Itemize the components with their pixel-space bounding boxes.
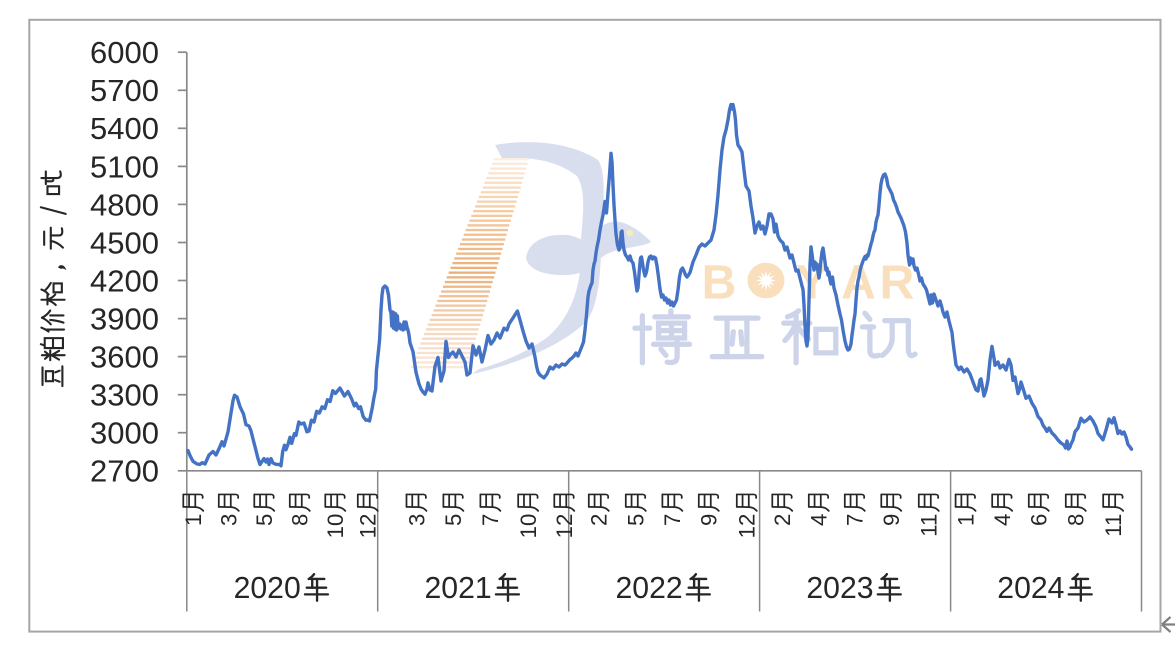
svg-text:2023: 2023	[806, 572, 873, 605]
svg-text:9: 9	[697, 514, 722, 526]
svg-text:2700: 2700	[90, 454, 159, 489]
svg-text:5: 5	[252, 514, 277, 526]
svg-text:3300: 3300	[90, 378, 159, 413]
svg-text:3600: 3600	[90, 340, 159, 375]
svg-text:5100: 5100	[90, 149, 159, 184]
svg-text:2020: 2020	[234, 572, 301, 605]
svg-text:4: 4	[807, 514, 832, 526]
svg-text:6000: 6000	[90, 35, 159, 70]
svg-text:4800: 4800	[90, 187, 159, 222]
svg-text:3: 3	[404, 514, 429, 526]
svg-text:5700: 5700	[90, 73, 159, 108]
svg-text:2: 2	[770, 514, 795, 526]
svg-text:5400: 5400	[90, 111, 159, 146]
svg-text:2022: 2022	[616, 572, 683, 605]
svg-text:12: 12	[735, 514, 760, 539]
svg-text:3: 3	[217, 514, 242, 526]
svg-text:8: 8	[288, 514, 313, 526]
svg-text:B: B	[702, 257, 737, 310]
svg-text:4200: 4200	[90, 263, 159, 298]
svg-text:1: 1	[181, 514, 206, 526]
svg-text:2021: 2021	[425, 572, 492, 605]
svg-text:3000: 3000	[90, 416, 159, 451]
svg-text:7: 7	[660, 514, 685, 526]
svg-text:10: 10	[516, 514, 541, 539]
svg-text:7: 7	[843, 514, 868, 526]
svg-text:3900: 3900	[90, 302, 159, 337]
svg-text:9: 9	[879, 514, 904, 526]
svg-text:6: 6	[1027, 514, 1052, 526]
svg-text:2024: 2024	[997, 572, 1064, 605]
svg-text:7: 7	[478, 514, 503, 526]
svg-text:1: 1	[953, 514, 978, 526]
svg-text:5: 5	[441, 514, 466, 526]
svg-text:2: 2	[587, 514, 612, 526]
svg-text:10: 10	[323, 514, 348, 539]
svg-text:4: 4	[990, 514, 1015, 526]
svg-text:5: 5	[624, 514, 649, 526]
svg-text:12: 12	[356, 514, 381, 539]
svg-text:11: 11	[917, 514, 942, 537]
svg-text:11: 11	[1101, 514, 1126, 537]
svg-text:4500: 4500	[90, 225, 159, 260]
svg-text:8: 8	[1064, 514, 1089, 526]
svg-text:12: 12	[552, 514, 577, 539]
